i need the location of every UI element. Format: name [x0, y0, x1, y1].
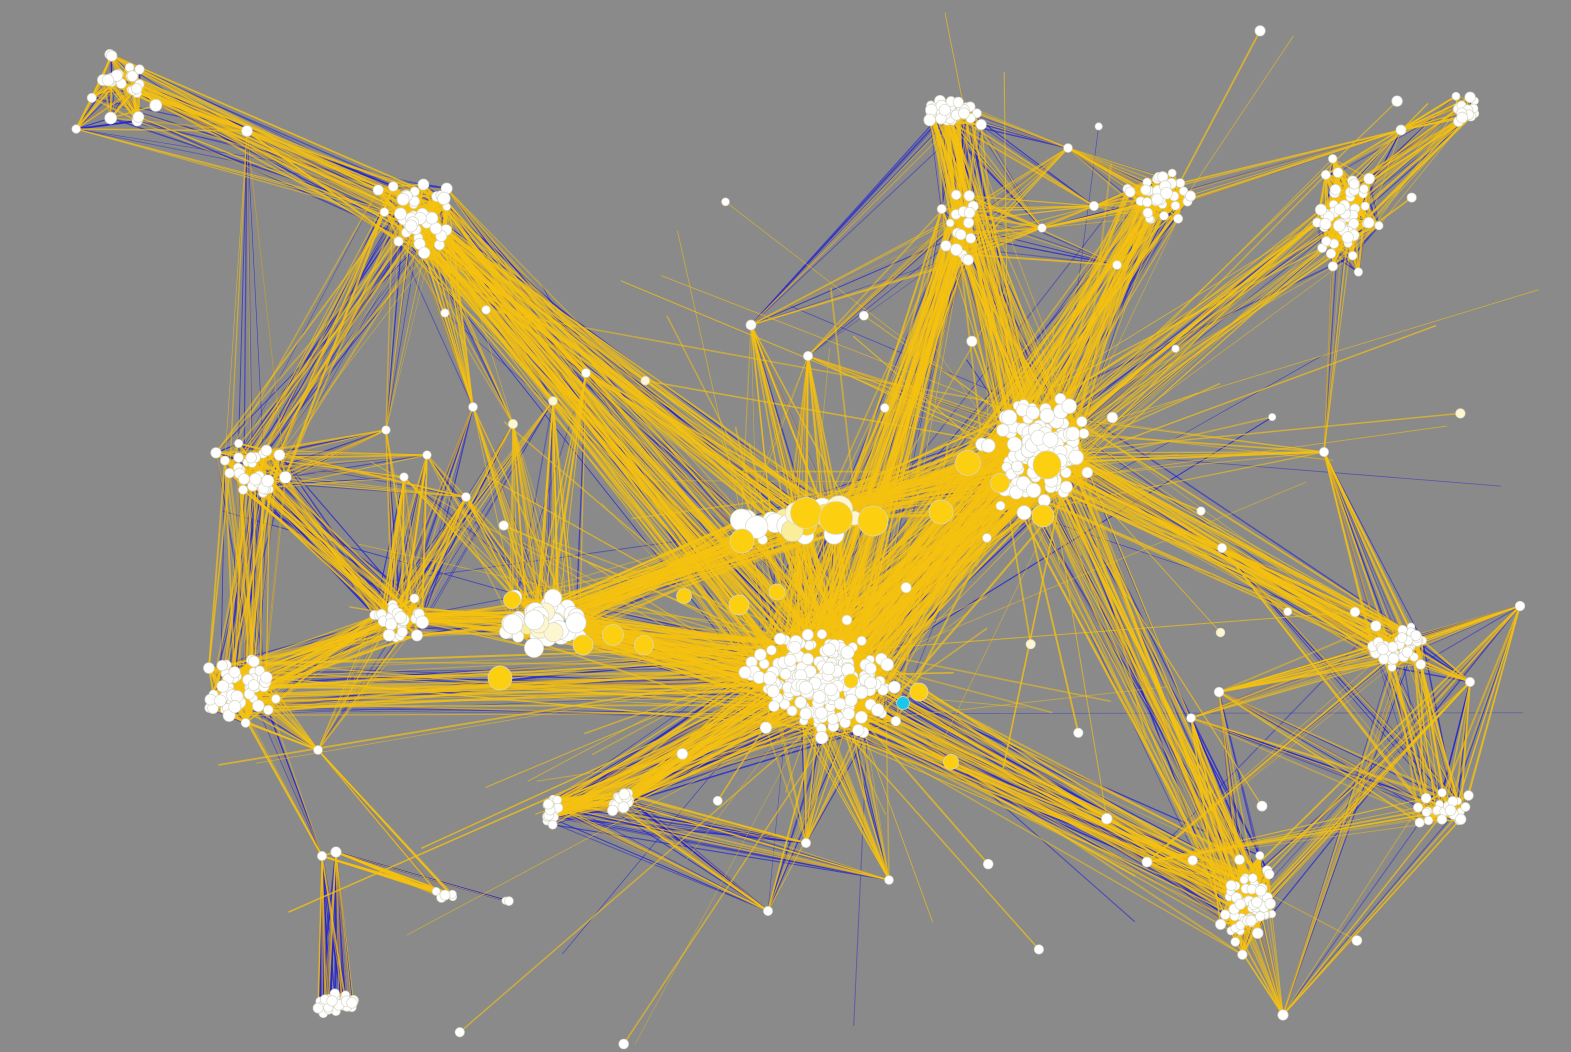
graph-edge-negative — [76, 128, 379, 191]
graph-edge-negative — [76, 120, 138, 130]
